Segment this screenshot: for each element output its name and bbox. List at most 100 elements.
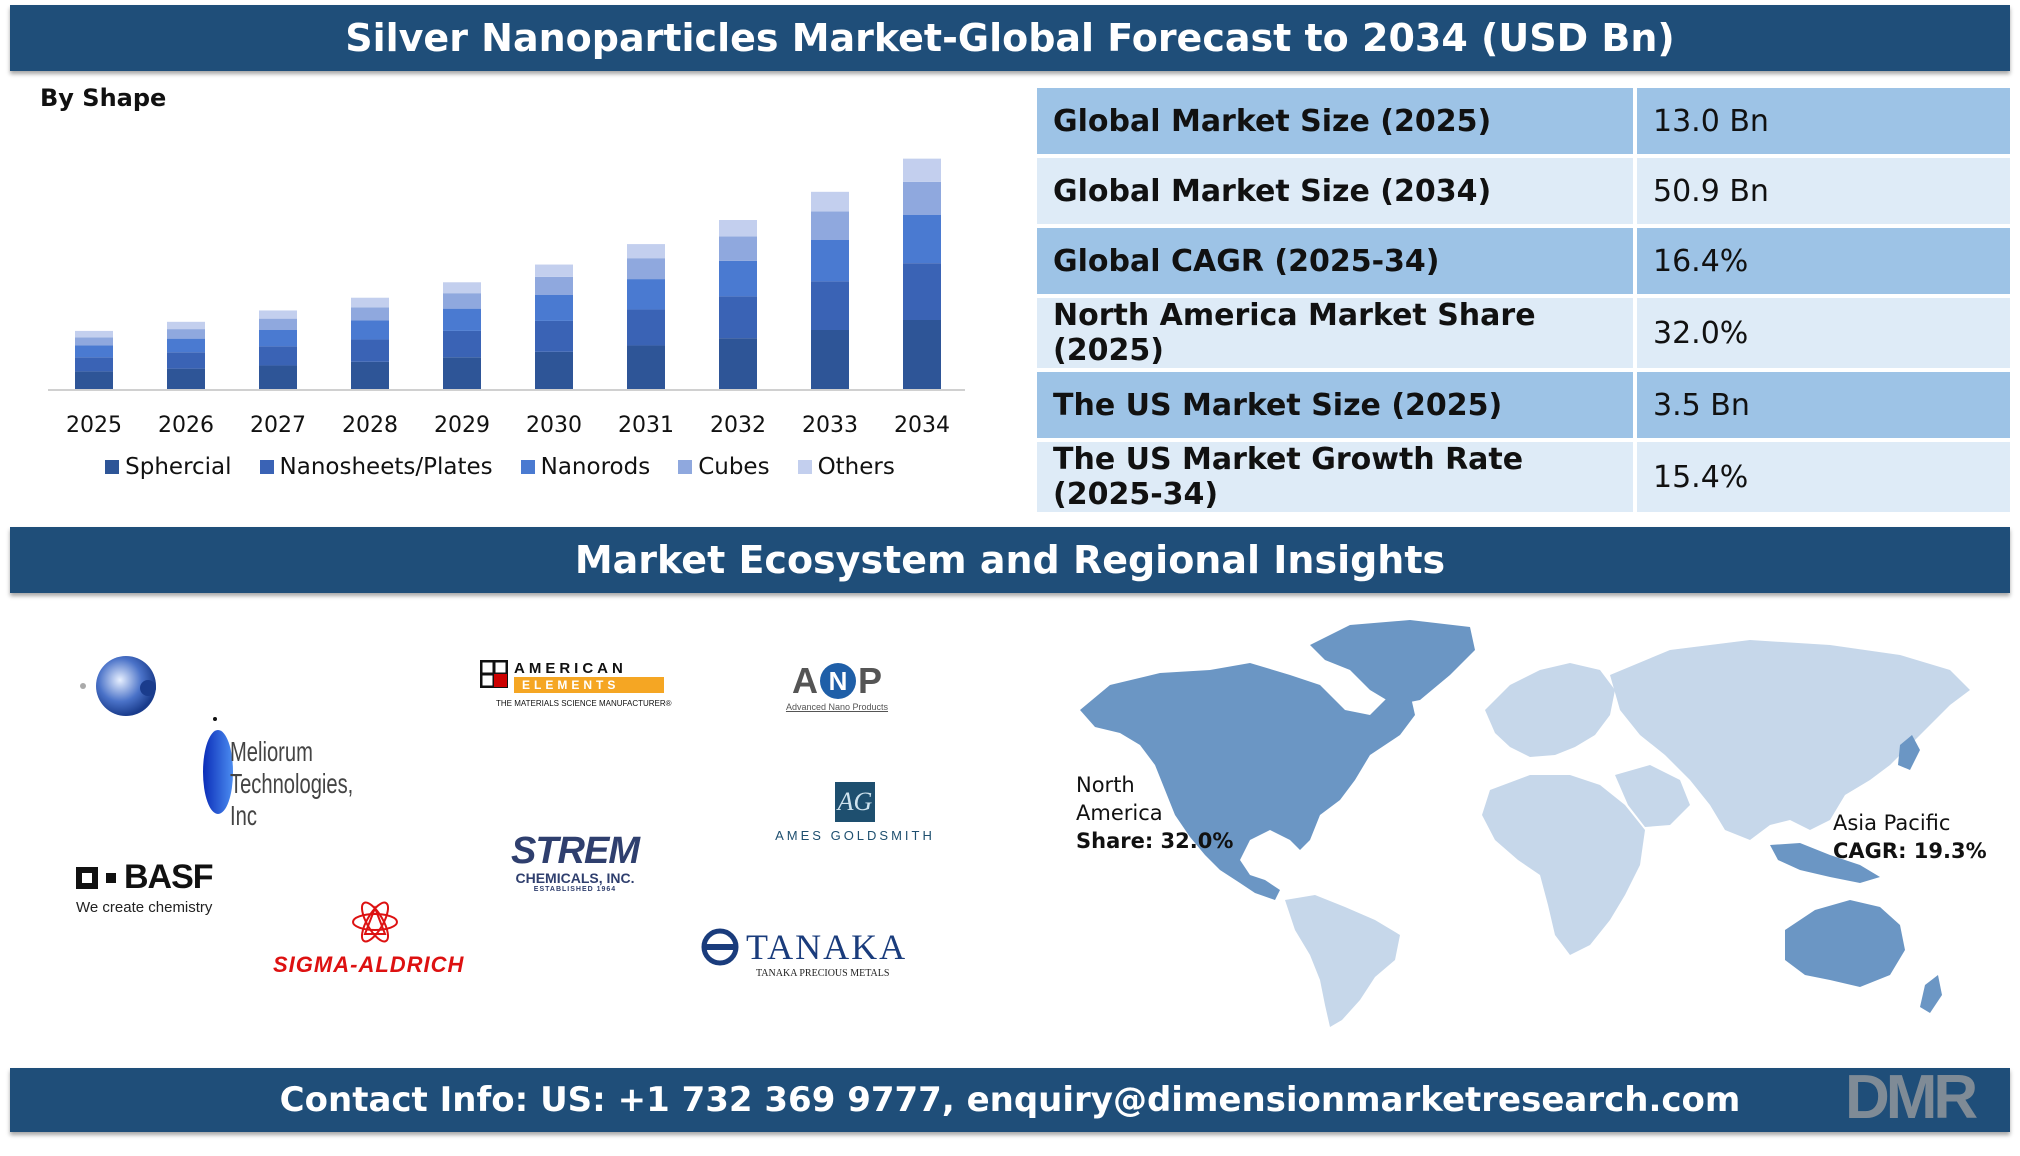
legend-item: Others bbox=[797, 454, 895, 480]
stats-table: Global Market Size (2025) 13.0 Bn Global… bbox=[1037, 84, 2010, 516]
bar-segment-others-2030 bbox=[535, 264, 573, 277]
stats-row: North America Market Share (2025) 32.0% bbox=[1037, 298, 2010, 368]
bar-segment-nanosheets-plates-2032 bbox=[719, 296, 757, 339]
bar-segment-cubes-2025 bbox=[75, 337, 113, 346]
bar-segment-sphercial-2029 bbox=[443, 357, 481, 390]
north-america-label-line2: America bbox=[1076, 801, 1163, 825]
bar-segment-others-2034 bbox=[903, 158, 941, 182]
bar-segment-nanorods-2029 bbox=[443, 308, 481, 331]
bar-segment-nanosheets-plates-2026 bbox=[167, 352, 205, 369]
basf-logo: BASF We create chemistry bbox=[76, 858, 276, 918]
stats-row: The US Market Size (2025) 3.5 Bn bbox=[1037, 372, 2010, 438]
legend-label: Cubes bbox=[698, 454, 770, 480]
basf-square-icon bbox=[76, 866, 98, 889]
basf-tagline: We create chemistry bbox=[76, 899, 213, 916]
basf-name: BASF bbox=[124, 858, 214, 896]
north-america-label-line3: Share: 32.0% bbox=[1076, 829, 1234, 853]
ecosystem-banner: Market Ecosystem and Regional Insights bbox=[10, 527, 2010, 593]
bar-segment-nanosheets-plates-2033 bbox=[811, 281, 849, 330]
stat-label: Global Market Size (2025) bbox=[1037, 88, 1637, 154]
american-elements-tagline: THE MATERIALS SCIENCE MANUFACTURER® bbox=[496, 699, 672, 708]
legend-swatch bbox=[797, 460, 812, 474]
basf-dot-icon bbox=[106, 872, 116, 883]
bar-segment-cubes-2034 bbox=[903, 181, 941, 215]
bar-segment-cubes-2026 bbox=[167, 329, 205, 339]
stat-label: The US Market Size (2025) bbox=[1037, 372, 1637, 438]
bar-segment-cubes-2031 bbox=[627, 258, 665, 280]
legend-swatch bbox=[520, 460, 535, 474]
bar-segment-sphercial-2026 bbox=[167, 368, 205, 390]
north-america-region bbox=[1080, 663, 1415, 900]
american-elements-grid-icon bbox=[480, 660, 508, 688]
bar-segment-others-2033 bbox=[811, 191, 849, 212]
bar-segment-others-2029 bbox=[443, 282, 481, 294]
meliorum-emblem bbox=[80, 656, 233, 814]
stat-value: 15.4% bbox=[1637, 442, 2010, 512]
chart-subtitle: By Shape bbox=[40, 84, 167, 112]
bar-segment-nanorods-2032 bbox=[719, 260, 757, 297]
asia-pacific-label-line2: CAGR: 19.3% bbox=[1833, 839, 1987, 863]
legend-label: Sphercial bbox=[125, 454, 232, 480]
legend-item: Nanosheets/Plates bbox=[259, 454, 493, 480]
legend-swatch bbox=[259, 460, 274, 474]
x-tick-label: 2032 bbox=[710, 413, 766, 438]
bar-segment-nanosheets-plates-2028 bbox=[351, 339, 389, 362]
bar-segment-nanosheets-plates-2027 bbox=[259, 346, 297, 366]
legend-label: Nanosheets/Plates bbox=[279, 454, 493, 480]
legend-item: Sphercial bbox=[105, 454, 232, 480]
x-tick-label: 2033 bbox=[802, 413, 858, 438]
europe-region bbox=[1485, 663, 1615, 757]
legend-swatch bbox=[105, 460, 120, 474]
bar-segment-nanorods-2034 bbox=[903, 215, 941, 264]
australia-region bbox=[1785, 900, 1905, 987]
x-tick-label: 2028 bbox=[342, 413, 398, 438]
bar-segment-cubes-2027 bbox=[259, 318, 297, 330]
tanaka-tagline: TANAKA PRECIOUS METALS bbox=[756, 968, 890, 979]
stat-label: The US Market Growth Rate (2025-34) bbox=[1037, 442, 1637, 512]
bar-segment-cubes-2030 bbox=[535, 276, 573, 295]
stat-label: North America Market Share (2025) bbox=[1037, 298, 1637, 368]
x-tick-label: 2027 bbox=[250, 413, 306, 438]
bar-segment-others-2027 bbox=[259, 310, 297, 319]
american-elements-word2: ELEMENTS bbox=[514, 677, 664, 693]
anp-letter-a: A bbox=[791, 660, 818, 701]
bars-group bbox=[75, 158, 941, 390]
bar-segment-sphercial-2031 bbox=[627, 345, 665, 390]
middle-east-region bbox=[1615, 765, 1690, 827]
american-elements-word1: AMERICAN bbox=[514, 660, 627, 677]
bar-segment-others-2026 bbox=[167, 321, 205, 330]
stat-value: 32.0% bbox=[1637, 298, 2010, 368]
bar-segment-nanorods-2026 bbox=[167, 338, 205, 353]
stat-value: 13.0 Bn bbox=[1637, 88, 2010, 154]
ames-goldsmith-logo: AG AMES GOLDSMITH bbox=[760, 782, 950, 852]
bar-segment-nanorods-2030 bbox=[535, 295, 573, 321]
bar-segment-nanosheets-plates-2030 bbox=[535, 320, 573, 352]
anp-logo: A N P Advanced Nano Products bbox=[772, 660, 902, 716]
bar-segment-nanorods-2033 bbox=[811, 240, 849, 282]
bar-segment-cubes-2028 bbox=[351, 307, 389, 321]
bar-segment-others-2031 bbox=[627, 244, 665, 259]
south-america-region bbox=[1285, 895, 1400, 1027]
bar-segment-nanorods-2031 bbox=[627, 279, 665, 310]
contact-info[interactable]: Contact Info: US: +1 732 369 9777, enqui… bbox=[279, 1080, 1741, 1120]
bar-segment-sphercial-2032 bbox=[719, 338, 757, 390]
x-tick-label: 2031 bbox=[618, 413, 674, 438]
chart-legend: Sphercial Nanosheets/Plates Nanorods Cubes O… bbox=[0, 454, 1000, 480]
bar-segment-cubes-2029 bbox=[443, 293, 481, 309]
bar-segment-sphercial-2033 bbox=[811, 330, 849, 390]
american-elements-logo: AMERICAN ELEMENTS THE MATERIALS SCIENCE … bbox=[480, 660, 680, 716]
strem-tagline: CHEMICALS, INC. bbox=[515, 870, 635, 886]
bar-segment-others-2032 bbox=[719, 220, 757, 237]
strem-name: STREM bbox=[511, 830, 640, 872]
asia-pacific-label-line1: Asia Pacific bbox=[1833, 811, 1951, 835]
x-tick-label: 2026 bbox=[158, 413, 214, 438]
anp-tagline: Advanced Nano Products bbox=[785, 702, 889, 712]
bar-segment-sphercial-2027 bbox=[259, 365, 297, 390]
x-tick-label: 2025 bbox=[66, 413, 122, 438]
stat-value: 3.5 Bn bbox=[1637, 372, 2010, 438]
anp-letter-p: P bbox=[857, 660, 882, 701]
bar-segment-sphercial-2025 bbox=[75, 371, 113, 390]
x-tick-labels: 2025 2026 2027 2028 2029 2030 2031 2032 2033 2034 bbox=[66, 413, 950, 438]
dmr-logo: DMR bbox=[1845, 1063, 1978, 1132]
legend-item: Cubes bbox=[678, 454, 770, 480]
